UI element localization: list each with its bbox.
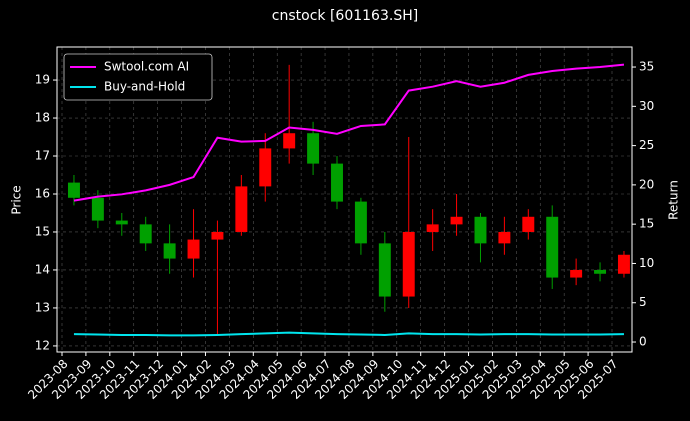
legend-label: Buy-and-Hold	[104, 80, 185, 94]
candle-body	[522, 216, 535, 232]
candle-body	[402, 231, 415, 297]
candle-body	[474, 216, 487, 244]
candle-body	[139, 224, 152, 244]
candle-body	[450, 216, 463, 225]
y-tick-label: 15	[35, 224, 50, 238]
y-tick-label: 17	[35, 149, 50, 163]
return-line	[73, 331, 624, 337]
candle-body	[546, 216, 559, 278]
candle-body	[354, 201, 367, 244]
candle-body	[211, 231, 224, 240]
return-line	[73, 63, 625, 202]
candle-body	[570, 269, 583, 278]
y2-tick-label: 25	[639, 138, 654, 152]
y-axis-label: Price	[10, 185, 24, 214]
plot-frame	[56, 46, 633, 353]
candle-body	[115, 220, 128, 225]
candle-body	[67, 182, 80, 198]
y-tick-label: 12	[35, 338, 50, 352]
legend-box	[63, 53, 213, 101]
y2-tick-label: 10	[639, 256, 654, 270]
y2-tick-label: 20	[639, 177, 654, 191]
y2-axis-label: Return	[667, 180, 681, 220]
candle-body	[498, 231, 511, 244]
candle-body	[283, 133, 296, 149]
y2-tick-label: 5	[639, 295, 647, 309]
candle-body	[163, 243, 176, 259]
y2-tick-label: 30	[639, 99, 654, 113]
y-tick-label: 13	[35, 300, 50, 314]
candle-body	[91, 197, 104, 221]
candle-body	[331, 163, 343, 202]
y2-tick-label: 35	[639, 60, 654, 74]
y-tick-label: 14	[35, 262, 50, 276]
candle-body	[259, 148, 272, 187]
y-tick-label: 16	[35, 186, 50, 200]
legend-label: Swtool.com AI	[104, 60, 189, 74]
candle-body	[235, 186, 248, 232]
candle-body	[378, 243, 391, 297]
candle-body	[617, 254, 630, 274]
y2-tick-label: 0	[639, 335, 647, 349]
y2-tick-label: 15	[639, 217, 654, 231]
candle-body	[187, 239, 200, 259]
candle-body	[307, 133, 320, 164]
candle-body	[594, 269, 607, 274]
candle-body	[426, 224, 439, 232]
y-tick-label: 18	[35, 111, 50, 125]
y-tick-label: 19	[35, 73, 50, 87]
chart-title: cnstock [601163.SH]	[272, 8, 418, 24]
